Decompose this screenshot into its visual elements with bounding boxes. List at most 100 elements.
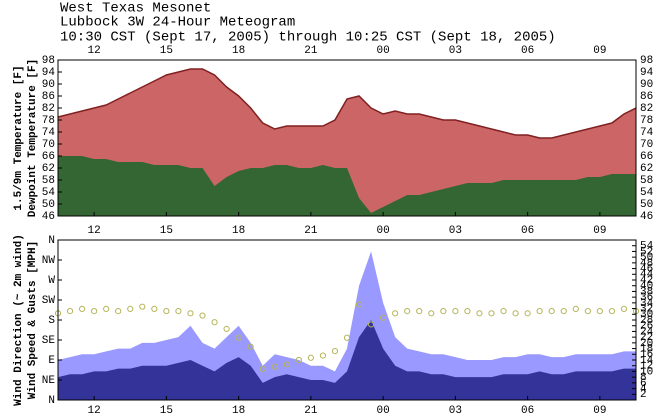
network-name: West Texas Mesonet (60, 1, 211, 17)
series-label: 1.5/9m Temperature [F] (13, 65, 25, 210)
point (103, 305, 110, 312)
point (247, 343, 254, 350)
y-tick-label: 94 (42, 67, 56, 79)
point (259, 365, 266, 372)
y2-tick-label: 24 (640, 326, 654, 338)
x-tick-label: 09 (593, 225, 606, 237)
y-tick-label: 78 (640, 115, 653, 127)
area (58, 156, 636, 216)
point (440, 308, 447, 315)
point (572, 305, 579, 312)
x-tick-label: 15 (160, 405, 173, 417)
point (271, 363, 278, 370)
x-tick-label: 15 (160, 225, 173, 237)
y-tick-label: 54 (640, 187, 654, 199)
x-tick-label: 12 (88, 405, 101, 417)
y-tick-label: 58 (640, 175, 653, 187)
point (331, 348, 339, 355)
y2-tick-label: 42 (640, 275, 653, 287)
y2-tick-label: 4 (640, 383, 647, 395)
y2-tick-label: 36 (640, 292, 653, 304)
y-tick-label: NW (42, 255, 56, 267)
point (295, 356, 302, 364)
y-tick-label: 74 (640, 127, 654, 139)
point (524, 310, 531, 317)
y-tick-label: 78 (42, 115, 55, 127)
y-tick-label: 86 (640, 91, 653, 103)
y-tick-label: 86 (42, 91, 55, 103)
y-tick-label: 70 (42, 139, 55, 151)
y2-tick-label: 22 (640, 332, 653, 344)
y-tick-label: 90 (640, 79, 653, 91)
y2-tick-label: 18 (640, 343, 653, 355)
x-tick-label: 21 (304, 225, 318, 237)
y-tick-label: 98 (42, 55, 55, 67)
y-tick-label: W (48, 275, 55, 287)
point (380, 314, 387, 321)
x-tick-label: 03 (449, 225, 462, 237)
x-tick-label: 18 (232, 45, 245, 57)
x-tick-label: 03 (449, 45, 462, 57)
point (416, 308, 423, 315)
y2-tick-label: 48 (640, 258, 653, 270)
point (500, 308, 507, 315)
x-tick-label: 12 (88, 225, 101, 237)
y-tick-label: 66 (42, 151, 55, 163)
point (548, 308, 555, 315)
point (584, 308, 591, 315)
x-tick-label: 03 (449, 405, 462, 417)
point (355, 301, 363, 308)
period: 10:30 CST (Sept 17, 2005) through 10:25 … (60, 30, 556, 46)
x-tick-label: 00 (377, 225, 390, 237)
plot-frame (57, 59, 637, 217)
point (91, 308, 98, 315)
y-tick-label: 50 (640, 199, 653, 211)
y-tick-label: 46 (640, 211, 653, 223)
area (58, 251, 636, 400)
y-tick-label: 70 (640, 139, 653, 151)
y-tick-label: E (48, 355, 55, 367)
point (343, 334, 351, 341)
point (163, 308, 170, 315)
y-tick-label: 82 (42, 103, 55, 115)
y2-tick-label: 2 (640, 389, 647, 401)
y2-tick-label: 8 (640, 372, 647, 384)
y2-tick-label: 26 (640, 321, 653, 333)
y-tick-label: 62 (42, 163, 55, 175)
y2-tick-label: 6 (640, 378, 647, 390)
y2-tick-label: 12 (640, 361, 653, 373)
y-tick-label: 90 (42, 79, 55, 91)
y2-tick-label: 50 (640, 252, 653, 264)
y-tick-label: 98 (640, 55, 653, 67)
x-tick-label: 12 (88, 45, 101, 57)
y2-tick-label: 28 (640, 315, 653, 327)
y-tick-label: NE (42, 375, 56, 387)
series-label: Wind Direction (~ 2m wind) (13, 234, 25, 406)
point (536, 308, 543, 315)
y2-tick-label: 40 (640, 281, 653, 293)
point (78, 305, 86, 312)
point (115, 308, 122, 315)
x-tick-label: 18 (232, 225, 245, 237)
point (476, 310, 483, 317)
y-tick-label: 94 (640, 67, 654, 79)
y-tick-label: SW (42, 295, 56, 307)
y-tick-label: 62 (640, 163, 653, 175)
point (223, 325, 230, 332)
point (367, 321, 375, 328)
point (452, 308, 459, 315)
x-tick-label: 09 (593, 45, 606, 57)
area (58, 320, 636, 400)
y-tick-label: 66 (640, 151, 653, 163)
point (283, 361, 290, 368)
point (66, 308, 74, 315)
y2-tick-label: 46 (640, 263, 653, 275)
point (319, 352, 327, 359)
point (175, 308, 182, 315)
point (151, 305, 158, 312)
y2-tick-label: 52 (640, 246, 653, 258)
point (404, 308, 411, 315)
point (211, 319, 218, 326)
y2-tick-label: 14 (640, 355, 654, 367)
